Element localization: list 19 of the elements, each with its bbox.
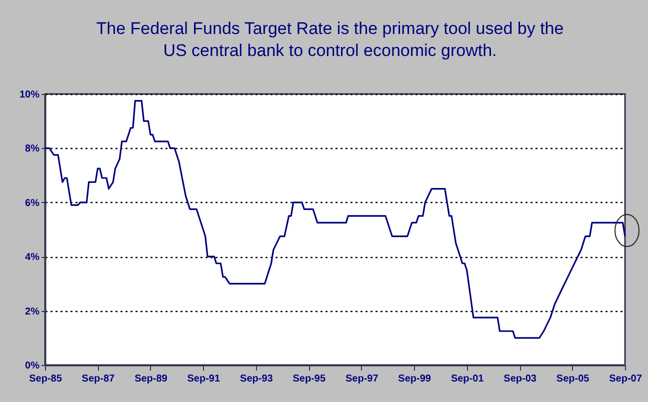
x-tick-label: Sep-07 [609,374,642,384]
x-tick-label: Sep-05 [556,374,590,384]
x-tick-label: Sep-93 [240,374,274,384]
x-tick-label: Sep-97 [345,374,379,384]
y-tick-label: 6% [25,198,40,209]
x-tick-label: Sep-99 [398,374,432,384]
y-tick-label: 10% [19,90,40,100]
x-tick-label: Sep-85 [29,374,62,384]
x-tick-label: Sep-87 [82,374,116,384]
x-tick-label: Sep-95 [292,374,326,384]
x-tick-label: Sep-89 [134,374,168,384]
y-tick-label: 8% [25,144,40,155]
x-tick-label: Sep-91 [187,374,220,384]
y-tick-label: 4% [25,252,40,264]
y-tick-label: 0% [25,360,40,372]
x-tick-label: Sep-01 [450,374,484,384]
y-tick-label: 2% [25,306,40,318]
x-tick-label: Sep-03 [504,374,537,384]
chart-title: The Federal Funds Target Rate is the primary tool used by the US central bank to control economic growth. [95,18,565,62]
